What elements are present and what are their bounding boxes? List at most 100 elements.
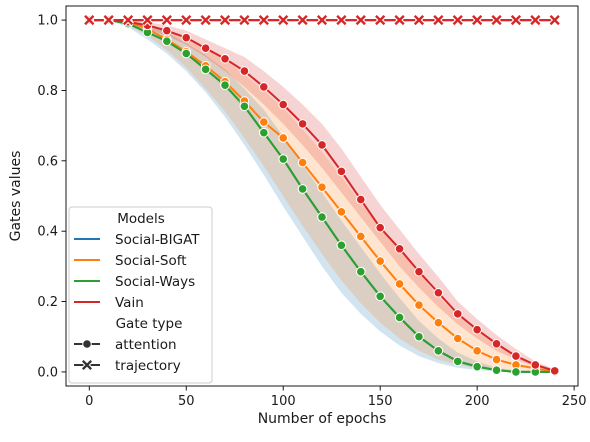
point-vain-trajectory: [432, 14, 445, 26]
legend-models-title: Models: [117, 211, 165, 227]
point-vain-attention: [336, 166, 347, 177]
y-tick-label: 0.6: [37, 154, 58, 169]
point-social-soft-attention: [355, 231, 366, 242]
point-vain-attention: [414, 266, 424, 277]
point-vain-trajectory: [83, 14, 96, 26]
legend: Models Gate type Social-BIGAT Social-Soft…: [68, 206, 213, 384]
x-tick-label: 200: [465, 394, 490, 409]
point-vain-trajectory: [529, 14, 542, 26]
point-vain-trajectory: [180, 14, 192, 26]
point-social-ways-attention: [278, 154, 289, 164]
point-vain-attention: [200, 43, 211, 54]
point-social-ways-attention: [220, 80, 230, 90]
point-vain-trajectory: [510, 14, 522, 26]
point-vain-attention: [375, 222, 385, 233]
point-vain-attention: [239, 66, 250, 76]
legend-label-vain: Vain: [115, 295, 144, 311]
point-social-ways-attention: [433, 346, 444, 356]
point-vain-trajectory: [102, 14, 115, 26]
legend-label-social-bigat: Social-BIGAT: [115, 232, 200, 248]
point-social-ways-attention: [491, 365, 502, 375]
point-vain-attention: [394, 243, 405, 254]
point-vain-trajectory: [238, 14, 251, 26]
legend-gate-label-attention: attention: [115, 337, 177, 353]
point-vain-trajectory: [141, 14, 154, 26]
point-vain-attention: [511, 351, 521, 361]
point-vain-trajectory: [374, 14, 386, 26]
point-social-ways-attention: [297, 184, 308, 194]
point-vain-attention: [491, 338, 502, 349]
point-vain-trajectory: [296, 14, 309, 26]
point-social-soft-attention: [394, 279, 405, 289]
point-vain-trajectory: [161, 14, 173, 26]
point-social-soft-attention: [259, 117, 269, 127]
point-vain-trajectory: [413, 14, 425, 26]
x-tick-label: 150: [368, 394, 393, 409]
legend-gate-label-trajectory: trajectory: [115, 358, 181, 374]
point-social-ways-attention: [375, 291, 385, 302]
point-vain-attention: [162, 25, 172, 36]
point-social-ways-attention: [452, 356, 463, 367]
point-vain-attention: [452, 309, 463, 319]
y-tick-label: 0.0: [37, 365, 58, 380]
point-social-soft-attention: [375, 256, 385, 266]
legend-label-social-ways: Social-Ways: [115, 274, 195, 290]
legend-trajectory-marker: [81, 359, 93, 371]
axis-ticks: 0 50 100 150 200 250 0.0 0.2 0.4 0.6 0.8 1.0: [37, 14, 586, 409]
point-social-ways-attention: [355, 266, 366, 277]
legend-entries: Social-BIGAT Social-Soft Social-Ways Vain at…: [74, 232, 200, 374]
point-vain-trajectory: [199, 14, 212, 26]
point-vain-trajectory: [335, 14, 348, 26]
point-social-ways-attention: [259, 127, 269, 138]
x-tick-label: 100: [271, 394, 296, 409]
point-social-ways-attention: [394, 312, 405, 323]
legend-box: [68, 206, 213, 384]
point-social-soft-attention: [452, 333, 463, 344]
point-social-soft-attention: [414, 300, 424, 310]
x-tick-label: 250: [562, 394, 587, 409]
point-vain-trajectory: [490, 14, 503, 26]
point-vain-trajectory: [355, 14, 367, 26]
point-social-ways-attention: [162, 36, 172, 46]
series-markers: [83, 14, 561, 377]
point-social-ways-attention: [414, 331, 424, 342]
point-vain-trajectory: [452, 14, 464, 26]
y-axis-title: Gates values: [8, 151, 24, 242]
point-social-soft-attention: [472, 346, 482, 356]
point-social-soft-attention: [278, 133, 289, 143]
point-vain-trajectory: [277, 14, 289, 26]
point-vain-trajectory: [548, 14, 561, 26]
confidence-bands: [89, 20, 555, 372]
point-vain-attention: [530, 360, 541, 370]
y-tick-label: 1.0: [37, 14, 58, 29]
point-vain-attention: [355, 194, 366, 205]
point-social-soft-attention: [433, 317, 444, 328]
point-social-ways-attention: [181, 48, 192, 59]
point-social-ways-attention: [200, 64, 211, 75]
y-tick-label: 0.2: [37, 295, 58, 310]
point-vain-attention: [317, 140, 327, 150]
point-vain-attention: [472, 324, 482, 335]
point-social-ways-attention: [239, 101, 250, 112]
legend-gate-title: Gate type: [116, 316, 183, 332]
point-vain-trajectory: [393, 14, 406, 26]
point-vain-attention: [297, 119, 308, 129]
point-vain-attention: [259, 82, 269, 92]
point-social-ways-attention: [472, 361, 482, 372]
point-social-ways-attention: [511, 367, 521, 377]
band-social-soft: [89, 20, 555, 372]
point-vain-trajectory: [316, 14, 328, 26]
point-social-soft-attention: [336, 207, 347, 217]
point-vain-attention: [181, 32, 192, 43]
point-social-ways-attention: [317, 212, 327, 222]
x-tick-label: 0: [85, 394, 93, 409]
point-social-soft-attention: [317, 182, 327, 193]
x-axis-title: Number of epochs: [258, 411, 387, 427]
x-tick-label: 50: [178, 394, 195, 409]
point-vain-attention: [278, 99, 289, 110]
point-vain-trajectory: [471, 14, 483, 26]
point-vain-trajectory: [258, 14, 270, 26]
point-vain-trajectory: [122, 14, 134, 26]
